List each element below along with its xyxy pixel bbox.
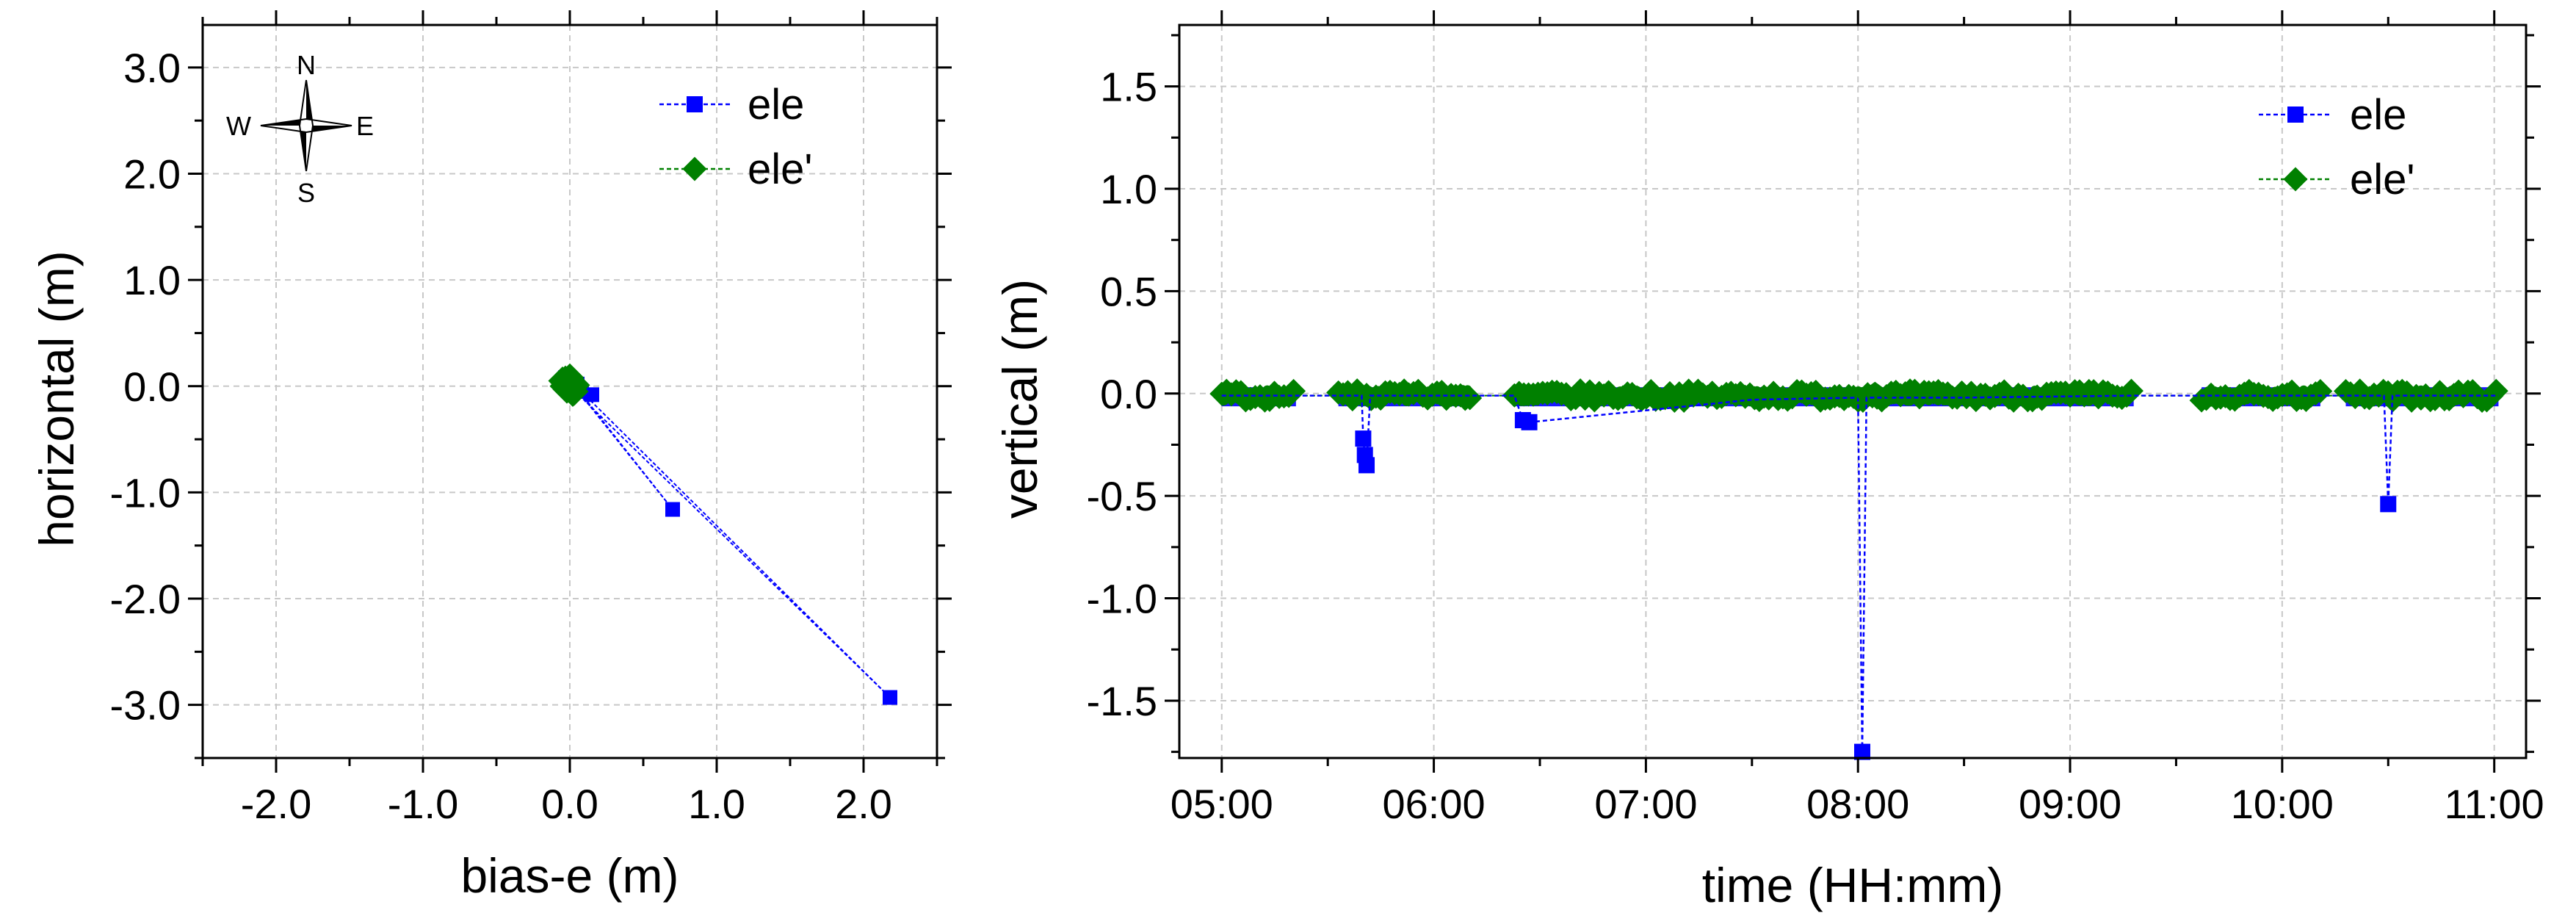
legend-marker xyxy=(687,96,703,112)
series-ele-point xyxy=(1358,457,1375,474)
y-tick-label: -1.0 xyxy=(1087,576,1158,622)
y-tick-label: -0.5 xyxy=(1087,473,1158,519)
series-ele-line xyxy=(565,377,891,699)
y-tick-label: 1.5 xyxy=(1100,64,1157,110)
x-tick-label: 2.0 xyxy=(835,781,892,827)
legend-marker xyxy=(2287,107,2304,123)
compass-outline-ew xyxy=(260,118,352,134)
y-tick-label: 3.0 xyxy=(123,45,181,91)
compass-outline-ns xyxy=(298,79,314,172)
compass-label-e: E xyxy=(356,111,374,141)
series-ele-prime-point xyxy=(555,368,585,397)
y-tick-label: -1.5 xyxy=(1087,678,1158,724)
x-tick-label: 10:00 xyxy=(2231,781,2334,827)
x-axis-title: time (HH:mm) xyxy=(1702,858,2004,912)
y-tick-label: -3.0 xyxy=(110,682,181,729)
series-ele-prime-point xyxy=(2308,379,2333,404)
y-axis-title: horizontal (m) xyxy=(29,250,84,546)
series-ele-point xyxy=(665,502,680,517)
series-ele-point xyxy=(1355,430,1372,447)
x-tick-label: 06:00 xyxy=(1383,781,1486,827)
legend-label: ele xyxy=(748,81,804,129)
series-ele-point xyxy=(1521,414,1538,430)
y-tick-label: 1.0 xyxy=(123,257,181,303)
series-ele-line xyxy=(1221,394,2499,752)
compass-label-s: S xyxy=(297,178,315,208)
series-ele-prime-point xyxy=(2483,378,2508,403)
y-axis-title: vertical (m) xyxy=(993,279,1047,519)
y-tick-label: 2.0 xyxy=(123,151,181,197)
x-tick-label: 09:00 xyxy=(2019,781,2121,827)
x-tick-label: -1.0 xyxy=(388,781,459,827)
legend-label: ele' xyxy=(748,145,812,193)
x-tick-label: 07:00 xyxy=(1594,781,1697,827)
x-tick-label: 11:00 xyxy=(2445,781,2544,827)
y-tick-label: 0.5 xyxy=(1100,268,1157,314)
series-ele-prime-point xyxy=(1458,386,1483,411)
series-ele-point xyxy=(1853,743,1870,760)
series-ele-point xyxy=(883,690,897,705)
series-ele-prime-point xyxy=(1281,378,1306,403)
x-tick-label: -2.0 xyxy=(241,781,312,827)
series-ele-prime-peak xyxy=(1856,381,1894,400)
y-tick-label: -1.0 xyxy=(110,469,181,516)
compass-rose-icon: N S E W xyxy=(226,50,374,208)
y-tick-label: 0.0 xyxy=(123,364,181,410)
legend-marker xyxy=(2283,167,2308,192)
y-tick-label: 0.0 xyxy=(1100,371,1157,417)
series-ele-point xyxy=(2380,496,2397,513)
horizontal-scatter-panel: -2.0 -1.0 0.0 1.0 2.0 3.0 2.0 1.0 0.0 -1.0 -2.0 -3.… xyxy=(29,10,952,903)
legend-label: ele' xyxy=(2350,156,2414,203)
x-tick-label: 1.0 xyxy=(688,781,745,827)
y-tick-label: 1.0 xyxy=(1100,166,1157,212)
vertical-time-series-panel: 05:00 06:00 07:00 08:00 09:00 10:00 11:00 1.5 1.… xyxy=(993,10,2544,912)
x-tick-label: 0.0 xyxy=(541,781,598,827)
x-axis-title: bias-e (m) xyxy=(460,848,679,903)
compass-label-n: N xyxy=(297,50,316,80)
x-tick-label: 08:00 xyxy=(1806,781,1909,827)
legend-marker xyxy=(682,156,707,181)
series-ele-prime-point xyxy=(2119,378,2143,403)
plot-frame xyxy=(1178,24,2528,759)
compass-label-w: W xyxy=(226,111,251,141)
x-tick-label: 05:00 xyxy=(1171,781,1273,827)
legend-label: ele xyxy=(2350,91,2406,139)
y-tick-label: -2.0 xyxy=(110,576,181,622)
